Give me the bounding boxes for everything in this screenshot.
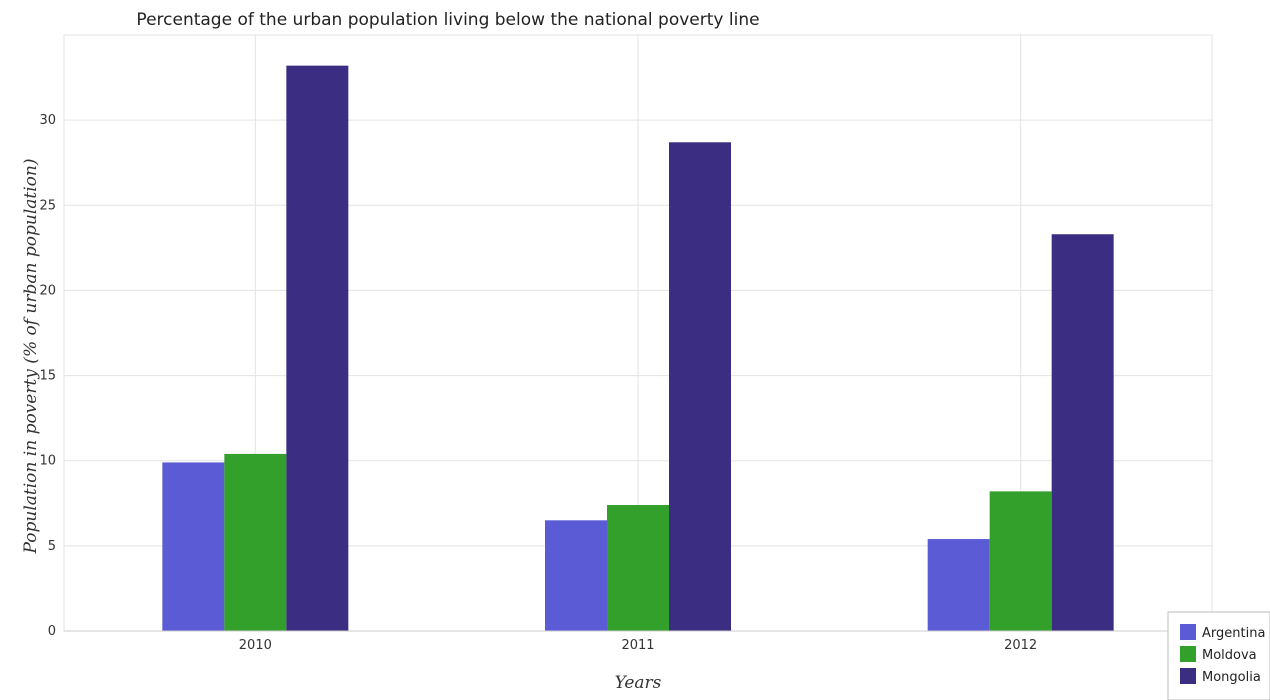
- x-tick-label: 2011: [621, 638, 654, 653]
- bar-mongolia-2012: [1051, 234, 1114, 631]
- legend-label-mongolia: Mongolia: [1202, 670, 1261, 685]
- bar-moldova-2011: [607, 504, 669, 631]
- legend: Argentina Moldova Mongolia: [1167, 611, 1270, 700]
- bar-mongolia-2011: [669, 142, 731, 631]
- axes: 0 5 10 15 20 25 30 2010 2011 2012: [39, 113, 1212, 653]
- y-axis-label: Population in poverty (% of urban popula…: [21, 159, 41, 555]
- bar-moldova-2012: [989, 491, 1052, 631]
- y-tick-label: 20: [39, 283, 56, 298]
- legend-swatch-moldova: [1180, 646, 1196, 662]
- y-tick-label: 10: [39, 454, 56, 469]
- y-tick-label: 25: [39, 198, 56, 213]
- y-tick-label: 15: [39, 369, 56, 384]
- y-tick-label: 5: [48, 539, 56, 554]
- legend-swatch-argentina: [1180, 624, 1196, 640]
- legend-label-moldova: Moldova: [1202, 648, 1257, 663]
- y-tick-label: 0: [48, 624, 56, 639]
- x-tick-label: 2010: [239, 638, 272, 653]
- bar-argentina-2010: [162, 462, 225, 631]
- bar-moldova-2010: [224, 453, 287, 631]
- x-axis-label: Years: [615, 673, 662, 693]
- x-tick-label: 2012: [1004, 638, 1037, 653]
- chart-title: Percentage of the urban population livin…: [136, 10, 759, 30]
- y-tick-label: 30: [39, 113, 56, 128]
- legend-swatch-mongolia: [1180, 668, 1196, 684]
- bar-argentina-2012: [927, 539, 990, 631]
- bar-mongolia-2010: [286, 65, 349, 631]
- bar-argentina-2011: [545, 520, 607, 631]
- legend-label-argentina: Argentina: [1202, 626, 1265, 641]
- bars: [162, 65, 1114, 631]
